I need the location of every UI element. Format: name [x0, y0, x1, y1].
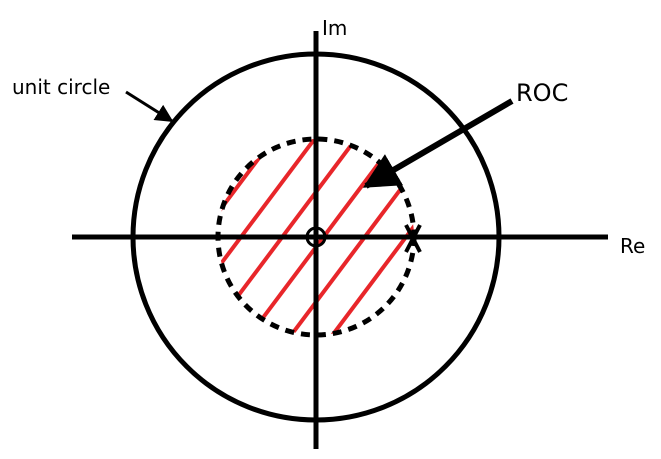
hatch-line: [218, 139, 414, 335]
unit-circle-arrow: [125, 90, 174, 123]
hatch-line: [218, 139, 414, 335]
hatch-line: [242, 139, 414, 335]
roc-label: ROC: [516, 79, 568, 107]
imaginary-axis-label: Im: [322, 16, 347, 40]
pole-marker: [404, 224, 422, 253]
hatch-line: [218, 139, 414, 335]
hatch-line: [218, 139, 414, 335]
hatch-line: [218, 139, 400, 335]
roc-arrow: [362, 98, 514, 189]
real-axis-label: Re: [620, 234, 645, 258]
zero-marker: [305, 226, 327, 248]
unit-circle-label: unit circle: [12, 75, 110, 99]
hatch-line: [218, 139, 414, 335]
